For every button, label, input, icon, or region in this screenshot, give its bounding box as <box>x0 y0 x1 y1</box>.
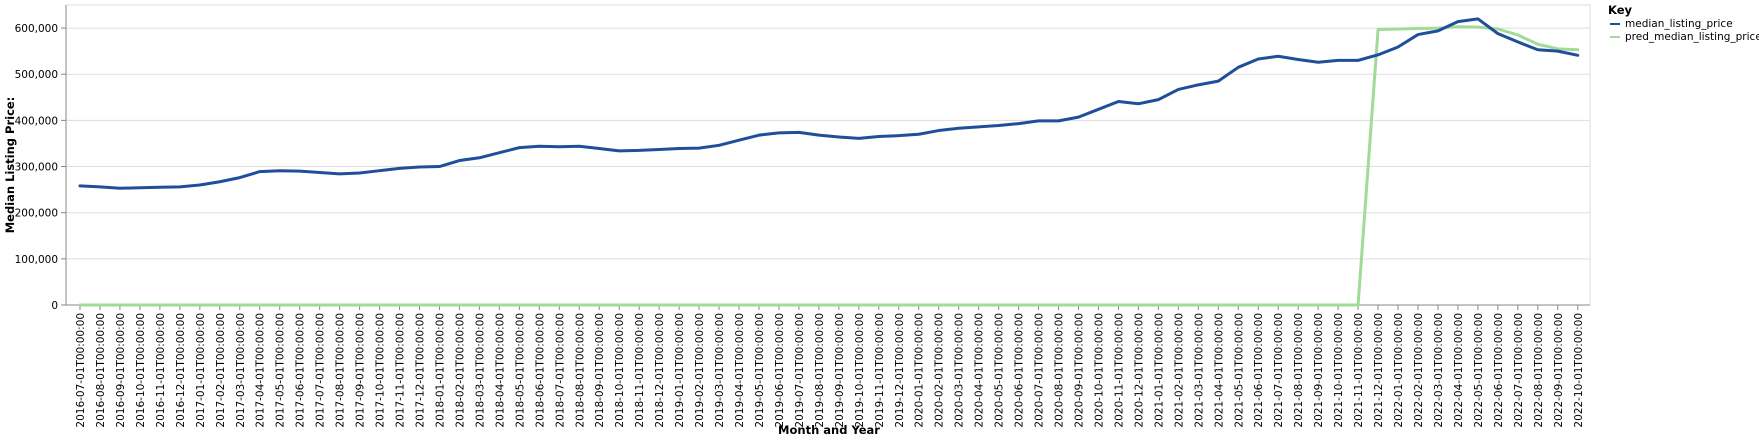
x-tick-label: 2017-08-01T00:00:00 <box>335 313 347 428</box>
x-tick-label: 2018-09-01T00:00:00 <box>594 313 606 428</box>
x-tick-label: 2018-12-01T00:00:00 <box>654 313 666 428</box>
y-tick-label: 300,000 <box>15 162 58 174</box>
x-tick-label: 2017-12-01T00:00:00 <box>414 313 426 428</box>
x-tick-label: 2021-07-01T00:00:00 <box>1273 313 1285 428</box>
x-tick-label: 2021-02-01T00:00:00 <box>1173 313 1185 428</box>
x-tick-label: 2018-05-01T00:00:00 <box>514 313 526 428</box>
legend-title: Key <box>1608 3 1633 17</box>
x-axis-title: Month and Year <box>778 423 880 437</box>
x-tick-label: 2020-04-01T00:00:00 <box>974 313 986 428</box>
series-lines <box>78 17 1580 307</box>
x-tick-label: 2017-01-01T00:00:00 <box>195 313 207 428</box>
x-tick-label: 2018-07-01T00:00:00 <box>554 313 566 428</box>
x-tick-label: 2016-12-01T00:00:00 <box>175 313 187 428</box>
legend: Key median_listing_pricepred_median_list… <box>1608 3 1759 43</box>
series-line-median-listing-price <box>78 17 1580 190</box>
x-tick-label: 2016-08-01T00:00:00 <box>95 313 107 428</box>
x-tick-label: 2022-01-01T00:00:00 <box>1393 313 1405 428</box>
x-tick-label: 2020-06-01T00:00:00 <box>1014 313 1026 428</box>
x-tick-label: 2019-01-01T00:00:00 <box>674 313 686 428</box>
x-tick-label: 2018-03-01T00:00:00 <box>474 313 486 428</box>
x-tick-label: 2020-05-01T00:00:00 <box>994 313 1006 428</box>
x-tick-label: 2017-03-01T00:00:00 <box>235 313 247 428</box>
x-tick-label: 2017-04-01T00:00:00 <box>255 313 267 428</box>
y-tick-label: 400,000 <box>15 115 58 127</box>
y-tick-label: 500,000 <box>15 69 58 81</box>
x-tick-label: 2021-05-01T00:00:00 <box>1233 313 1245 428</box>
x-tick-label: 2018-02-01T00:00:00 <box>454 313 466 428</box>
x-tick-label: 2019-08-01T00:00:00 <box>814 313 826 428</box>
x-tick-label: 2022-06-01T00:00:00 <box>1493 313 1505 428</box>
x-tick-label: 2020-02-01T00:00:00 <box>934 313 946 428</box>
x-tick-label: 2021-03-01T00:00:00 <box>1193 313 1205 428</box>
x-tick-label: 2017-02-01T00:00:00 <box>215 313 227 428</box>
x-tick-label: 2021-10-01T00:00:00 <box>1333 313 1345 428</box>
x-tick-label: 2018-11-01T00:00:00 <box>634 313 646 428</box>
x-tick-label: 2016-11-01T00:00:00 <box>155 313 167 428</box>
x-tick-label: 2019-11-01T00:00:00 <box>874 313 886 428</box>
x-tick-label: 2022-03-01T00:00:00 <box>1433 313 1445 428</box>
x-tick-label: 2022-04-01T00:00:00 <box>1453 313 1465 428</box>
x-tick-label: 2019-03-01T00:00:00 <box>714 313 726 428</box>
x-tick-label: 2020-07-01T00:00:00 <box>1034 313 1046 428</box>
x-tick-label: 2019-06-01T00:00:00 <box>774 313 786 428</box>
x-tick-label: 2019-07-01T00:00:00 <box>794 313 806 428</box>
x-tick-label: 2021-04-01T00:00:00 <box>1213 313 1225 428</box>
x-tick-label: 2020-01-01T00:00:00 <box>914 313 926 428</box>
x-tick-label: 2020-09-01T00:00:00 <box>1074 313 1086 428</box>
x-tick-label: 2018-01-01T00:00:00 <box>434 313 446 428</box>
x-tick-label: 2018-06-01T00:00:00 <box>534 313 546 428</box>
x-tick-label: 2022-05-01T00:00:00 <box>1473 313 1485 428</box>
x-tick-label: 2021-11-01T00:00:00 <box>1353 313 1365 428</box>
x-tick-label: 2020-03-01T00:00:00 <box>954 313 966 428</box>
y-tick-label: 200,000 <box>15 208 58 220</box>
y-axis-title: Median Listing Price: <box>3 97 17 234</box>
x-tick-label: 2021-08-01T00:00:00 <box>1293 313 1305 428</box>
x-tick-label: 2022-02-01T00:00:00 <box>1413 313 1425 428</box>
x-tick-label: 2022-07-01T00:00:00 <box>1513 313 1525 428</box>
x-tick-label: 2019-09-01T00:00:00 <box>834 313 846 428</box>
x-tick-label: 2021-01-01T00:00:00 <box>1153 313 1165 428</box>
x-tick-label: 2016-09-01T00:00:00 <box>115 313 127 428</box>
x-tick-label: 2018-08-01T00:00:00 <box>574 313 586 428</box>
x-tick-label: 2017-09-01T00:00:00 <box>355 313 367 428</box>
legend-label-pred-median-listing-price: pred_median_listing_price <box>1625 31 1759 43</box>
x-tick-label: 2016-07-01T00:00:00 <box>75 313 87 428</box>
x-tick-label: 2021-09-01T00:00:00 <box>1313 313 1325 428</box>
x-tick-label: 2020-11-01T00:00:00 <box>1113 313 1125 428</box>
y-tick-label: 100,000 <box>15 254 58 266</box>
x-tick-label: 2019-12-01T00:00:00 <box>894 313 906 428</box>
x-tick-label: 2019-05-01T00:00:00 <box>754 313 766 428</box>
x-tick-label: 2017-07-01T00:00:00 <box>315 313 327 428</box>
x-tick-label: 2017-11-01T00:00:00 <box>395 313 407 428</box>
y-tick-label: 0 <box>51 300 58 312</box>
x-tick-label: 2022-09-01T00:00:00 <box>1553 313 1565 428</box>
legend-label-median-listing-price: median_listing_price <box>1625 18 1733 30</box>
x-axis: 2016-07-01T00:00:00 2016-08-01T00:00:00 20… <box>66 304 1590 428</box>
y-tick-label: 600,000 <box>15 23 58 35</box>
x-tick-label: 2018-10-01T00:00:00 <box>614 313 626 428</box>
x-tick-label: 2022-10-01T00:00:00 <box>1573 313 1585 428</box>
x-tick-label: 2017-10-01T00:00:00 <box>375 313 387 428</box>
series-line-pred-median-listing-price <box>78 25 1580 307</box>
x-tick-label: 2022-08-01T00:00:00 <box>1533 313 1545 428</box>
x-tick-label: 2020-12-01T00:00:00 <box>1133 313 1145 428</box>
x-tick-label: 2017-06-01T00:00:00 <box>295 313 307 428</box>
x-tick-label: 2019-02-01T00:00:00 <box>694 313 706 428</box>
x-tick-label: 2021-06-01T00:00:00 <box>1253 313 1265 428</box>
x-tick-label: 2016-10-01T00:00:00 <box>135 313 147 428</box>
x-tick-label: 2021-12-01T00:00:00 <box>1373 313 1385 428</box>
y-axis: 0 100,000 200,000 300,000 400,000 500,000 600,… <box>15 5 67 312</box>
x-tick-label: 2017-05-01T00:00:00 <box>275 313 287 428</box>
x-tick-label: 2020-08-01T00:00:00 <box>1054 313 1066 428</box>
x-tick-label: 2020-10-01T00:00:00 <box>1093 313 1105 428</box>
x-tick-label: 2019-04-01T00:00:00 <box>734 313 746 428</box>
x-tick-label: 2019-10-01T00:00:00 <box>854 313 866 428</box>
x-tick-label: 2018-04-01T00:00:00 <box>494 313 506 428</box>
